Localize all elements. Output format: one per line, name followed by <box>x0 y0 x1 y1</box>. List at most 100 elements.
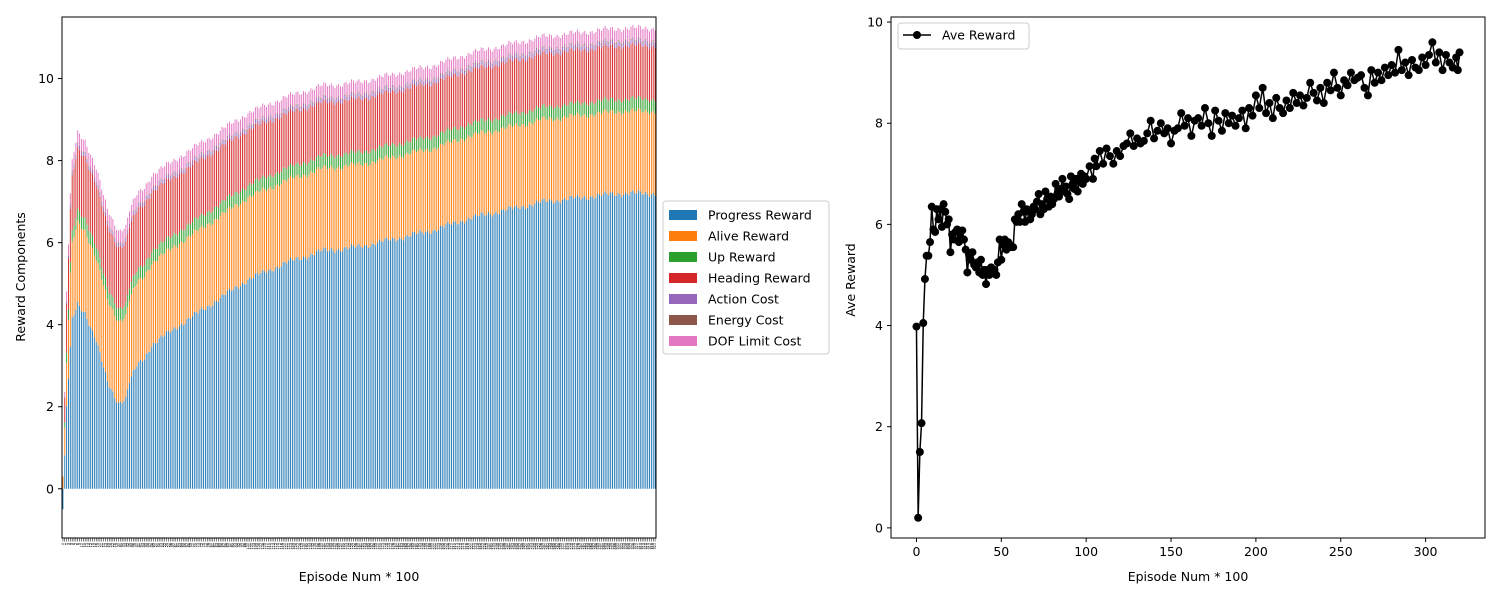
bar-segment <box>414 232 415 489</box>
bar-segment <box>292 260 293 489</box>
bar-segment <box>429 139 430 151</box>
bar-segment <box>79 212 80 224</box>
bar-segment <box>403 88 404 89</box>
bar-segment <box>185 168 186 169</box>
bar-segment <box>642 29 643 41</box>
bar-segment <box>562 48 563 52</box>
bar-segment <box>579 197 580 489</box>
bar-segment <box>122 321 123 403</box>
bar-segment <box>631 39 632 40</box>
bar-segment <box>253 112 254 124</box>
data-point <box>1316 84 1324 92</box>
bar-segment <box>599 43 600 47</box>
bar-segment <box>486 215 487 489</box>
bar-segment <box>260 191 261 273</box>
bar-segment <box>74 315 75 489</box>
x-tick-label: 150 <box>1159 544 1183 559</box>
bar-segment <box>212 155 213 211</box>
bar-segment <box>444 63 445 75</box>
bar-segment <box>564 33 565 45</box>
bar-segment <box>486 120 487 132</box>
bar-segment <box>272 122 273 177</box>
bar-segment <box>553 38 554 50</box>
bar-segment <box>325 154 326 166</box>
bar-segment <box>605 26 606 38</box>
bar-segment <box>647 112 648 194</box>
bar-segment <box>244 189 245 201</box>
bar-segment <box>347 101 348 154</box>
bar-segment <box>305 175 306 257</box>
bar-segment <box>464 223 465 488</box>
bar-segment <box>190 164 191 167</box>
bar-segment <box>462 69 463 70</box>
bar-segment <box>346 99 347 152</box>
bar-segment <box>333 99 334 103</box>
bar-segment <box>251 126 252 130</box>
bar-segment <box>349 95 350 96</box>
bar-segment <box>240 119 241 131</box>
bar-segment <box>107 299 108 381</box>
bar-segment <box>81 139 82 151</box>
bar-segment <box>214 151 215 207</box>
bar-segment <box>201 157 202 214</box>
bar-segment <box>272 118 273 122</box>
bar-segment <box>501 128 502 210</box>
bar-segment <box>233 208 234 290</box>
bar-segment <box>483 131 484 213</box>
bar-segment <box>601 44 602 48</box>
bar-segment <box>579 49 580 102</box>
bar-segment <box>136 366 137 489</box>
bar-segment <box>77 302 78 489</box>
bar-segment <box>181 229 182 241</box>
bar-segment <box>111 230 112 233</box>
bar-segment <box>209 211 210 223</box>
bar-segment <box>407 70 408 82</box>
bar-segment <box>290 258 291 489</box>
bar-segment <box>346 152 347 164</box>
bar-segment <box>125 238 126 241</box>
bar-segment <box>610 27 611 39</box>
bar-segment <box>416 83 417 87</box>
bar-segment <box>125 302 126 314</box>
bar-segment <box>81 152 82 155</box>
bar-segment <box>383 94 384 147</box>
bar-segment <box>357 163 358 245</box>
bar-segment <box>288 178 289 260</box>
bar-segment <box>434 77 435 78</box>
bar-segment <box>262 188 263 270</box>
bar-segment <box>353 94 354 98</box>
bar-segment <box>425 150 426 232</box>
bar-segment <box>277 184 278 266</box>
bar-segment <box>159 169 160 181</box>
bar-segment <box>138 280 139 362</box>
bar-segment <box>173 159 174 171</box>
bar-segment <box>268 104 269 116</box>
bar-segment <box>301 260 302 489</box>
bar-segment <box>186 319 187 489</box>
bar-segment <box>375 151 376 163</box>
bar-segment <box>177 174 178 175</box>
data-point <box>963 268 971 276</box>
bar-segment <box>238 122 239 134</box>
bar-segment <box>370 153 371 165</box>
data-point <box>1109 160 1117 168</box>
bar-segment <box>497 67 498 120</box>
bar-segment <box>373 91 374 92</box>
bar-segment <box>131 217 132 218</box>
bar-segment <box>299 107 300 108</box>
bar-segment <box>438 148 439 230</box>
bar-segment <box>618 99 619 111</box>
bar-segment <box>294 179 295 261</box>
bar-segment <box>111 229 112 230</box>
bar-segment <box>334 100 335 101</box>
bar-segment <box>390 93 391 146</box>
bar-segment <box>327 169 328 251</box>
bar-segment <box>436 80 437 84</box>
bar-segment <box>379 75 380 87</box>
bar-segment <box>211 140 212 152</box>
bar-segment <box>505 211 506 489</box>
bar-segment <box>199 159 200 216</box>
bar-segment <box>614 44 615 48</box>
bar-segment <box>603 42 604 46</box>
